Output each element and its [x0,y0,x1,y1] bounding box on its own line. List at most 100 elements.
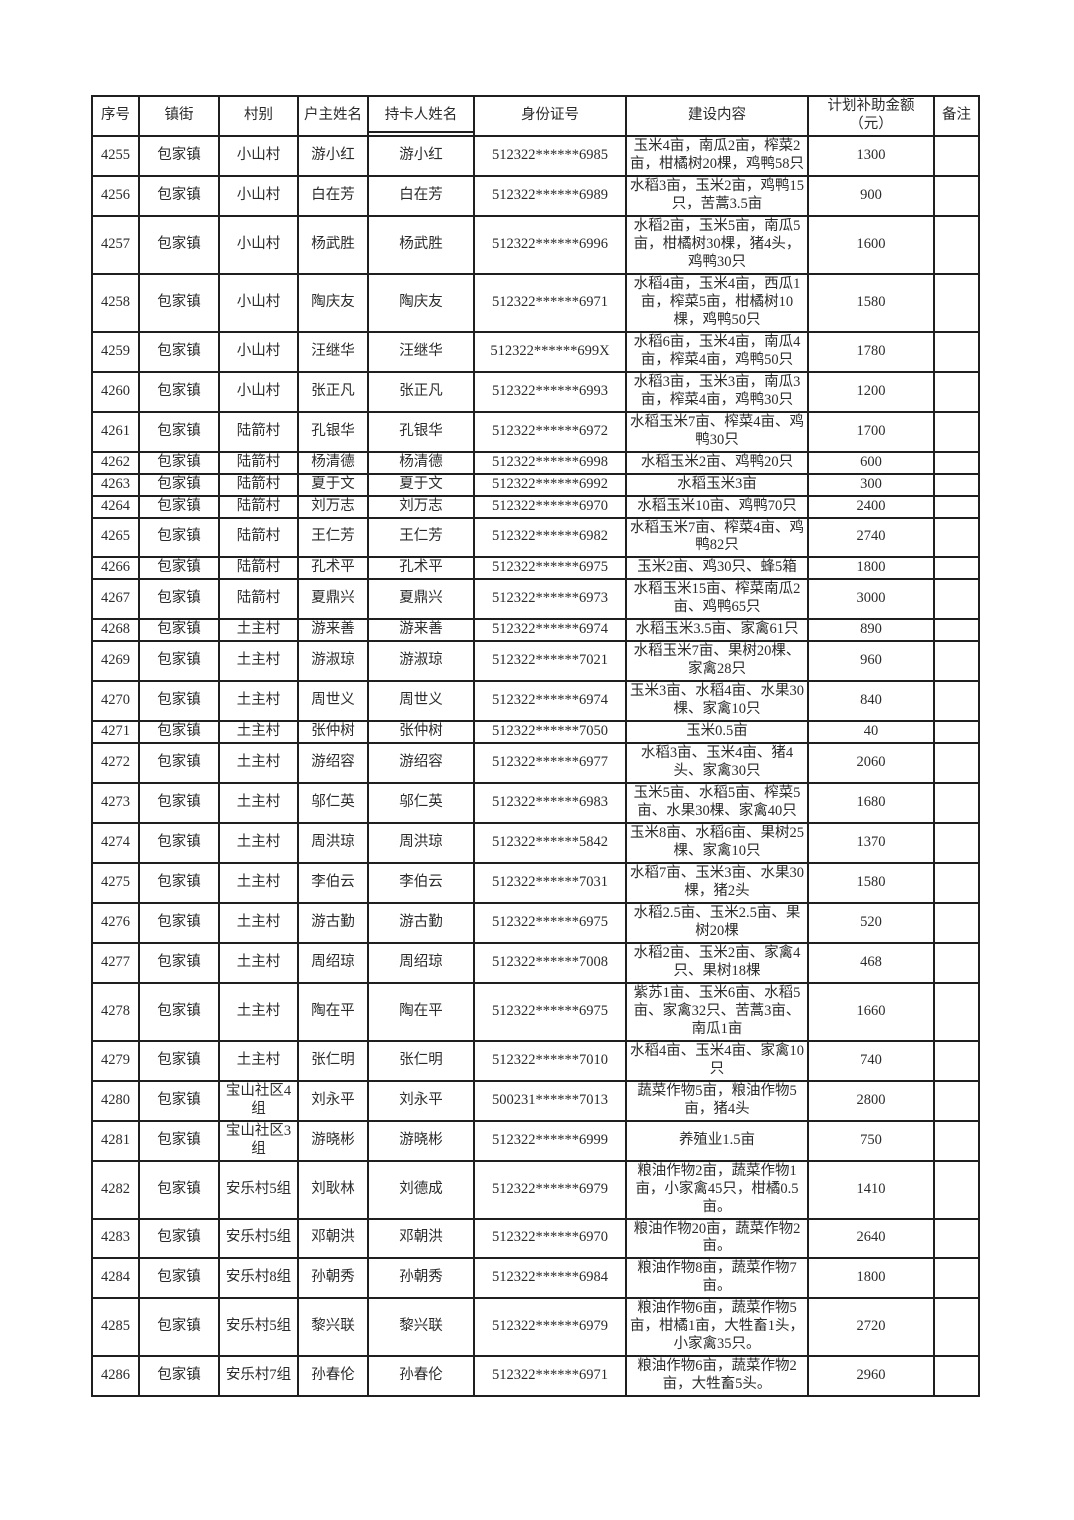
cell-amount: 1580 [807,272,935,333]
cell-remark [933,618,980,643]
cell-cardholder: 张正凡 [367,370,475,413]
cell-village: 安乐村5组 [218,1217,299,1260]
table-row: 4263 包家镇 陆箭村 夏于文 夏于文 512322******6992 水稻玉米3亩 30… [91,472,980,497]
cell-remark [933,941,980,984]
cell-content: 水稻玉米2亩、鸡鸭20只 [625,450,809,475]
cell-village: 土主村 [218,720,299,745]
cell-content: 水稻2亩、玉米2亩、家禽4只、果树18棵 [625,941,809,984]
cell-village: 陆箭村 [218,410,299,453]
cell-cardholder: 游来善 [367,618,475,643]
cell-amount: 1700 [807,410,935,453]
cell-householder: 游绍容 [297,742,369,785]
cell-town: 包家镇 [138,862,220,904]
cell-remark [933,214,980,275]
cell-seq: 4280 [91,1079,140,1122]
cell-id: 512322******6974 [473,680,627,723]
cell-householder: 刘耿林 [297,1159,369,1220]
cell-remark [933,370,980,413]
cell-cardholder: 张仁明 [367,1039,475,1082]
cell-cardholder: 夏鼎兴 [367,578,475,621]
cell-village: 陆箭村 [218,516,299,559]
cell-remark [933,450,980,475]
cell-village: 宝山社区3组 [218,1119,299,1162]
cell-id: 512322******6974 [473,618,627,643]
cell-seq: 4268 [91,618,140,643]
cell-remark [933,272,980,333]
cell-town: 包家镇 [138,1217,220,1260]
table-row: 4281 包家镇 宝山社区3组 游晓彬 游晓彬 512322******6999 养殖业1.… [91,1119,980,1162]
cell-content: 水稻玉米7亩、榨菜4亩、鸡鸭30只 [625,410,809,453]
table-row: 4284 包家镇 安乐村8组 孙朝秀 孙朝秀 512322******6984 粮油作物8亩… [91,1257,980,1300]
table-row: 4274 包家镇 土主村 周洪琼 周洪琼 512322******5842 玉米8亩、水稻6… [91,822,980,865]
cell-householder: 孙春伦 [297,1355,369,1398]
table-row: 4270 包家镇 土主村 周世义 周世义 512322******6974 玉米3亩、水稻4… [91,680,980,723]
cell-town: 包家镇 [138,330,220,373]
cell-remark [933,174,980,217]
cell-remark [933,1217,980,1260]
cell-content: 粮油作物8亩，蔬菜作物7亩。 [625,1257,809,1300]
cell-village: 土主村 [218,1039,299,1082]
cell-cardholder: 孔术平 [367,556,475,581]
cell-householder: 游古勤 [297,902,369,944]
cell-amount: 750 [807,1119,935,1162]
cell-cardholder: 杨清德 [367,450,475,475]
cell-content: 水稻2.5亩、玉米2.5亩、果树20棵 [625,902,809,944]
cell-amount: 740 [807,1039,935,1082]
cell-village: 陆箭村 [218,450,299,475]
cell-content: 粮油作物6亩，蔬菜作物2亩，大牲畜5头。 [625,1355,809,1398]
cell-id: 512322******6979 [473,1159,627,1220]
cell-id: 512322******6975 [473,902,627,944]
cell-householder: 周绍琼 [297,941,369,984]
cell-amount: 1200 [807,370,935,413]
cell-content: 水稻3亩，玉米3亩，南瓜3亩，榨菜4亩，鸡鸭30只 [625,370,809,413]
cell-cardholder: 汪继华 [367,330,475,373]
table-row: 4261 包家镇 陆箭村 孔银华 孔银华 512322******6972 水稻玉米7亩、榨… [91,410,980,453]
cell-village: 土主村 [218,902,299,944]
cell-village: 宝山社区4组 [218,1079,299,1122]
cell-content: 玉米8亩、水稻6亩、果树25棵、家禽10只 [625,822,809,865]
cell-village: 土主村 [218,941,299,984]
cell-village: 土主村 [218,680,299,723]
cell-householder: 游晓彬 [297,1119,369,1162]
cell-town: 包家镇 [138,640,220,683]
header-row: 序号 镇街 村别 户主姓名 持卡人姓名 身份证号 建设内容 计划补助金额 （元） 备注 [91,95,980,137]
cell-seq: 4279 [91,1039,140,1082]
cell-amount: 40 [807,720,935,745]
cell-seq: 4258 [91,272,140,333]
cell-village: 安乐村5组 [218,1159,299,1220]
cell-amount: 1680 [807,782,935,825]
column-header-householder: 户主姓名 [297,95,369,137]
cell-content: 水稻7亩、玉米3亩、水果30棵，猪2头 [625,862,809,904]
table-body: 4255 包家镇 小山村 游小红 游小红 512322******6985 玉米4亩，南瓜2… [91,135,980,1398]
table-row: 4265 包家镇 陆箭村 王仁芳 王仁芳 512322******6982 水稻玉米7亩、榨… [91,516,980,559]
cell-amount: 2740 [807,516,935,559]
cell-village: 安乐村8组 [218,1257,299,1300]
cell-householder: 张仁明 [297,1039,369,1082]
cell-amount: 2800 [807,1079,935,1122]
cell-content: 粮油作物20亩，蔬菜作物2亩。 [625,1217,809,1260]
cell-town: 包家镇 [138,941,220,984]
cell-id: 512322******6993 [473,370,627,413]
cell-id: 512322******6985 [473,135,627,177]
table-row: 4256 包家镇 小山村 白在芳 白在芳 512322******6989 水稻3亩，玉米2… [91,174,980,217]
table-row: 4276 包家镇 土主村 游古勤 游古勤 512322******6975 水稻2.5亩、玉… [91,902,980,944]
cell-amount: 1410 [807,1159,935,1220]
cell-cardholder: 孙春伦 [367,1355,475,1398]
cell-town: 包家镇 [138,214,220,275]
cell-content: 玉米5亩、水稻5亩、榨菜5亩、水果30棵、家禽40只 [625,782,809,825]
cell-seq: 4271 [91,720,140,745]
cell-remark [933,472,980,497]
cell-town: 包家镇 [138,494,220,519]
table-row: 4279 包家镇 土主村 张仁明 张仁明 512322******7010 水稻4亩、玉米4… [91,1039,980,1082]
cell-cardholder: 周绍琼 [367,941,475,984]
cell-cardholder: 陶庆友 [367,272,475,333]
cell-householder: 周洪琼 [297,822,369,865]
column-header-village: 村别 [218,95,299,137]
cell-town: 包家镇 [138,618,220,643]
cell-remark [933,578,980,621]
cell-seq: 4257 [91,214,140,275]
cell-householder: 夏鼎兴 [297,578,369,621]
cell-amount: 2640 [807,1217,935,1260]
cell-town: 包家镇 [138,822,220,865]
table-row: 4266 包家镇 陆箭村 孔术平 孔术平 512322******6975 玉米2亩、鸡30… [91,556,980,581]
